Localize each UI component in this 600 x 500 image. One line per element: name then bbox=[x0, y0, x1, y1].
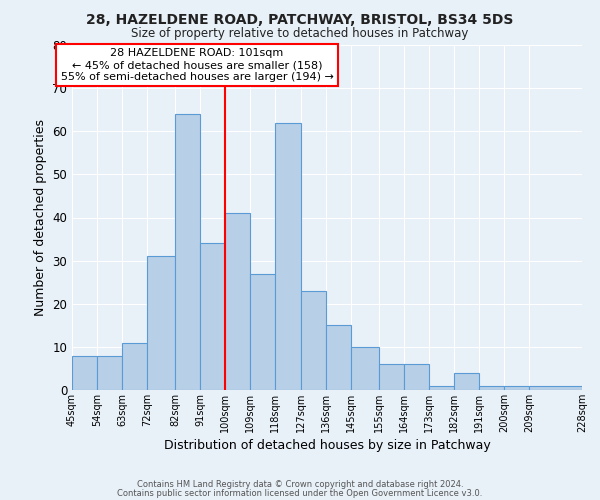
Bar bbox=[147, 256, 175, 390]
Bar bbox=[175, 114, 200, 390]
Bar bbox=[122, 342, 147, 390]
Bar bbox=[200, 244, 225, 390]
Text: Contains HM Land Registry data © Crown copyright and database right 2024.: Contains HM Land Registry data © Crown c… bbox=[137, 480, 463, 489]
Bar bbox=[225, 213, 250, 390]
Bar bbox=[72, 356, 97, 390]
Text: 28, HAZELDENE ROAD, PATCHWAY, BRISTOL, BS34 5DS: 28, HAZELDENE ROAD, PATCHWAY, BRISTOL, B… bbox=[86, 12, 514, 26]
Bar bbox=[301, 291, 326, 390]
Text: 28 HAZELDENE ROAD: 101sqm
← 45% of detached houses are smaller (158)
55% of semi: 28 HAZELDENE ROAD: 101sqm ← 45% of detac… bbox=[61, 48, 334, 82]
Bar bbox=[454, 373, 479, 390]
Bar bbox=[429, 386, 454, 390]
Bar bbox=[97, 356, 122, 390]
Bar bbox=[404, 364, 429, 390]
Bar bbox=[504, 386, 529, 390]
Bar bbox=[326, 326, 350, 390]
Text: Size of property relative to detached houses in Patchway: Size of property relative to detached ho… bbox=[131, 28, 469, 40]
Text: Contains public sector information licensed under the Open Government Licence v3: Contains public sector information licen… bbox=[118, 488, 482, 498]
Bar bbox=[379, 364, 404, 390]
Bar bbox=[529, 386, 582, 390]
Bar bbox=[350, 347, 379, 390]
Y-axis label: Number of detached properties: Number of detached properties bbox=[34, 119, 47, 316]
Bar bbox=[250, 274, 275, 390]
Bar bbox=[275, 122, 301, 390]
X-axis label: Distribution of detached houses by size in Patchway: Distribution of detached houses by size … bbox=[164, 439, 490, 452]
Bar bbox=[479, 386, 504, 390]
